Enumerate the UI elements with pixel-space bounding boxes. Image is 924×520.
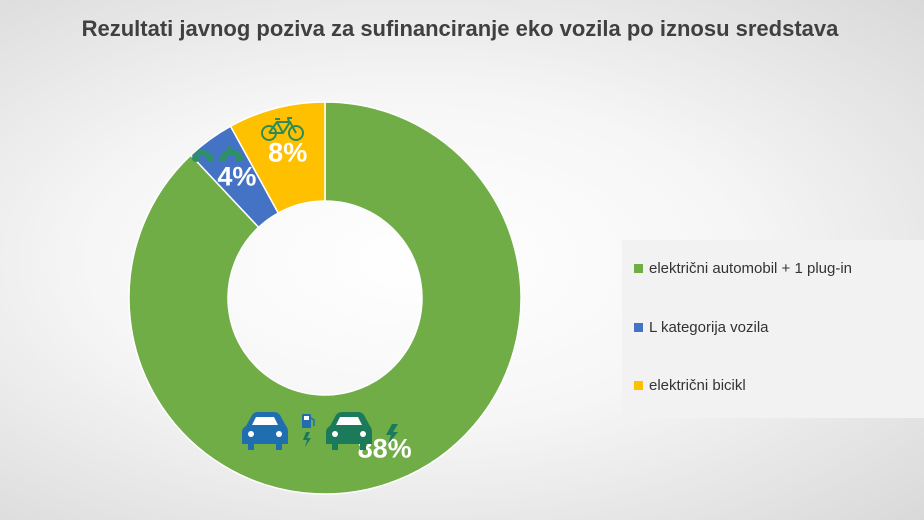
motorcycles-icon [192, 146, 243, 162]
data-label-2: 8% [268, 138, 307, 168]
legend-swatch-yellow [634, 380, 643, 390]
legend-swatch-blue [634, 322, 643, 332]
legend-item: električni bicikl [634, 375, 746, 395]
data-label-1: 4% [217, 162, 256, 192]
legend-label: električni bicikl [649, 376, 746, 394]
legend-label: L kategorija vozila [649, 318, 769, 336]
electric-cars-icon [242, 412, 398, 450]
donut-slice-0 [128, 101, 522, 495]
legend-label: električni automobil + 1 plug-in [649, 259, 853, 277]
chart-title: Rezultati javnog poziva za sufinanciranj… [81, 16, 839, 41]
bicycle-icon [261, 117, 304, 141]
chart-legend: električni automobil + 1 plug-in L kateg… [622, 240, 924, 418]
legend-swatch-green [634, 263, 643, 273]
legend-item: L kategorija vozila [634, 317, 769, 337]
legend-item: električni automobil + 1 plug-in [634, 258, 852, 278]
